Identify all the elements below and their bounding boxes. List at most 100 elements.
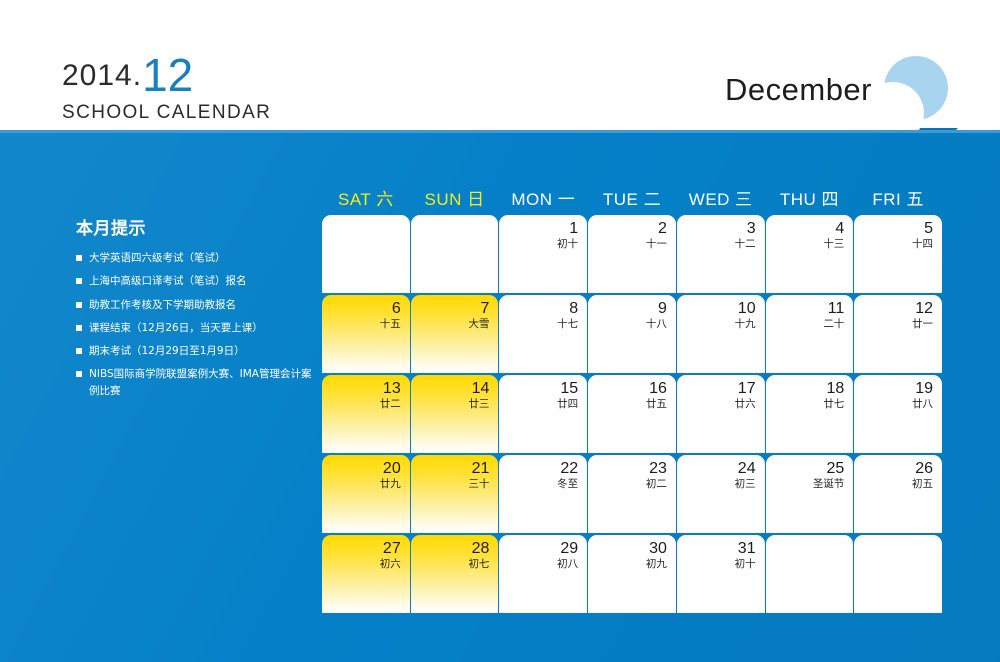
calendar-day-cell[interactable]: 12 廿一 — [854, 295, 943, 373]
calendar-body: 本月提示 大学英语四六级考试（笔试） 上海中高级口译考试（笔试）报名 助教工作考核及… — [0, 130, 1000, 662]
calendar-day-cell[interactable]: 2 十一 — [588, 215, 676, 293]
day-number: 18 — [826, 380, 845, 397]
bullet-square-icon — [76, 255, 82, 261]
note-item-label: 期末考试（12月29日至1月9日） — [89, 345, 245, 358]
calendar-day-cell[interactable]: 21 三十 — [410, 455, 499, 533]
note-item-label: 大学英语四六级考试（笔试） — [89, 252, 226, 264]
day-number: 20 — [382, 460, 401, 477]
day-number: 26 — [915, 460, 934, 477]
calendar-day-cell[interactable]: 7 大雪 — [410, 295, 499, 373]
calendar-day-cell[interactable]: 27 初六 — [322, 535, 410, 613]
note-item: 上海中高级口译考试（笔试）报名 — [76, 273, 316, 289]
calendar-day-cell[interactable]: 25 圣诞节 — [765, 455, 854, 533]
day-number: 16 — [649, 380, 667, 397]
day-of-week-header: FRI 五 — [872, 190, 924, 209]
calendar-day-cell[interactable]: 11 二十 — [765, 295, 854, 373]
calendar-day-cell[interactable]: 6 十五 — [322, 295, 410, 373]
month-number-label: 12 — [142, 49, 194, 101]
calendar-cell-empty — [410, 215, 499, 293]
calendar-day-cell[interactable]: 22 冬至 — [499, 455, 588, 533]
calendar-day-cell[interactable]: 19 廿八 — [854, 375, 943, 453]
day-number: 28 — [471, 540, 490, 557]
lunar-date-label: 十三 — [823, 238, 845, 250]
bullet-square-icon — [76, 301, 82, 308]
lunar-date-label: 初七 — [468, 558, 490, 570]
note-item: 大学英语四六级考试（笔试） — [76, 250, 316, 266]
header-divider — [0, 130, 1000, 133]
calendar-day-cell[interactable]: 10 十九 — [676, 295, 765, 373]
day-number: 5 — [924, 220, 934, 237]
lunar-date-label: 初八 — [557, 558, 579, 570]
calendar-day-cell[interactable]: 5 十四 — [854, 215, 943, 293]
day-of-week-header: THU 四 — [779, 190, 840, 209]
note-item: NIBS国际商学院联盟案例大赛、IMA管理会计案例比赛 — [76, 366, 316, 399]
lunar-date-label: 初九 — [645, 558, 667, 570]
lunar-date-label: 十一 — [645, 238, 667, 250]
lunar-date-label: 十八 — [645, 318, 667, 330]
day-number: 31 — [737, 540, 756, 557]
lunar-date-label: 廿九 — [379, 478, 401, 490]
calendar-day-cell[interactable]: 24 初三 — [676, 455, 765, 533]
calendar-day-cell[interactable]: 1 初十 — [499, 215, 588, 293]
calendar-day-cell[interactable]: 23 初二 — [588, 455, 676, 533]
day-number: 29 — [560, 540, 579, 557]
calendar-week-row: 13 廿二 14 廿三 15 廿四 16 廿五 17 廿六 18 廿七 19 廿八 — [322, 375, 943, 453]
day-number: 30 — [649, 540, 667, 557]
calendar-day-cell[interactable]: 8 十七 — [499, 295, 588, 373]
lunar-date-label: 廿八 — [912, 398, 934, 410]
lunar-date-label: 廿三 — [468, 398, 490, 410]
lunar-date-label: 初二 — [645, 478, 667, 490]
bullet-square-icon — [76, 348, 82, 355]
day-number: 27 — [382, 540, 401, 557]
calendar-day-cell[interactable]: 31 初十 — [676, 535, 765, 613]
calendar-day-cell[interactable]: 16 廿五 — [588, 375, 676, 453]
day-number: 15 — [560, 380, 579, 397]
calendar-cell-empty — [322, 215, 410, 293]
calendar-day-cell[interactable]: 17 廿六 — [676, 375, 765, 453]
calendar-day-cell[interactable]: 14 廿三 — [410, 375, 499, 453]
day-number: 13 — [382, 380, 401, 397]
day-number: 7 — [480, 300, 490, 317]
calendar-day-cell[interactable]: 26 初五 — [854, 455, 943, 533]
lunar-date-label: 廿六 — [734, 398, 756, 410]
year-month-heading: 2014.12 — [62, 52, 271, 98]
day-number: 3 — [746, 220, 756, 237]
note-item-label: NIBS国际商学院联盟案例大赛、IMA管理会计案例比赛 — [89, 368, 312, 397]
lunar-date-label: 十七 — [557, 318, 579, 330]
day-number: 21 — [471, 460, 490, 477]
calendar-grid: SAT 六 SUN 日 MON 一 TUE 二 WED 三 THU 四 FRI 五 1 初十 2… — [322, 185, 943, 615]
calendar-week-row: 1 初十 2 十一 3 十二 4 十三 5 十四 — [322, 215, 943, 293]
lunar-date-label: 廿七 — [823, 398, 845, 410]
lunar-date-label: 初十 — [557, 238, 579, 250]
calendar-day-cell[interactable]: 9 十八 — [588, 295, 676, 373]
calendar-day-cell[interactable]: 15 廿四 — [499, 375, 588, 453]
day-number: 6 — [391, 300, 401, 317]
lunar-date-label: 初三 — [734, 478, 756, 490]
calendar-day-cell[interactable]: 13 廿二 — [322, 375, 410, 453]
calendar-day-cell[interactable]: 20 廿九 — [322, 455, 410, 533]
calendar-day-cell[interactable]: 3 十二 — [676, 215, 765, 293]
calendar-day-cell[interactable]: 18 廿七 — [765, 375, 854, 453]
calendar-day-cell[interactable]: 4 十三 — [765, 215, 854, 293]
title-block: 2014.12 SCHOOL CALENDAR — [62, 52, 271, 124]
day-of-week-header: TUE 二 — [602, 190, 662, 209]
bullet-square-icon — [76, 278, 82, 285]
day-of-week-header: SAT 六 — [338, 190, 394, 209]
monthly-notes-panel: 本月提示 大学英语四六级考试（笔试） 上海中高级口译考试（笔试）报名 助教工作考核及… — [76, 214, 316, 406]
calendar-week-row: 6 十五 7 大雪 8 十七 9 十八 10 十九 11 二十 12 廿一 — [322, 295, 943, 373]
day-of-week-header-row: SAT 六 SUN 日 MON 一 TUE 二 WED 三 THU 四 FRI 五 — [322, 185, 942, 210]
day-number: 24 — [737, 460, 756, 477]
day-number: 23 — [649, 460, 667, 477]
lunar-date-label: 廿一 — [912, 318, 934, 330]
calendar-day-cell[interactable]: 30 初九 — [588, 535, 676, 613]
lunar-date-label: 初六 — [379, 558, 401, 570]
lunar-date-label: 廿五 — [645, 398, 667, 410]
calendar-day-cell[interactable]: 29 初八 — [499, 535, 588, 613]
bullet-square-icon — [76, 324, 82, 331]
bullet-square-icon — [76, 371, 82, 378]
calendar-day-cell[interactable]: 28 初七 — [410, 535, 499, 613]
notes-title: 本月提示 — [76, 219, 146, 239]
day-number: 9 — [657, 300, 667, 317]
note-item: 课程结束（12月26日，当天要上课） — [76, 320, 316, 336]
day-number: 14 — [471, 380, 490, 397]
